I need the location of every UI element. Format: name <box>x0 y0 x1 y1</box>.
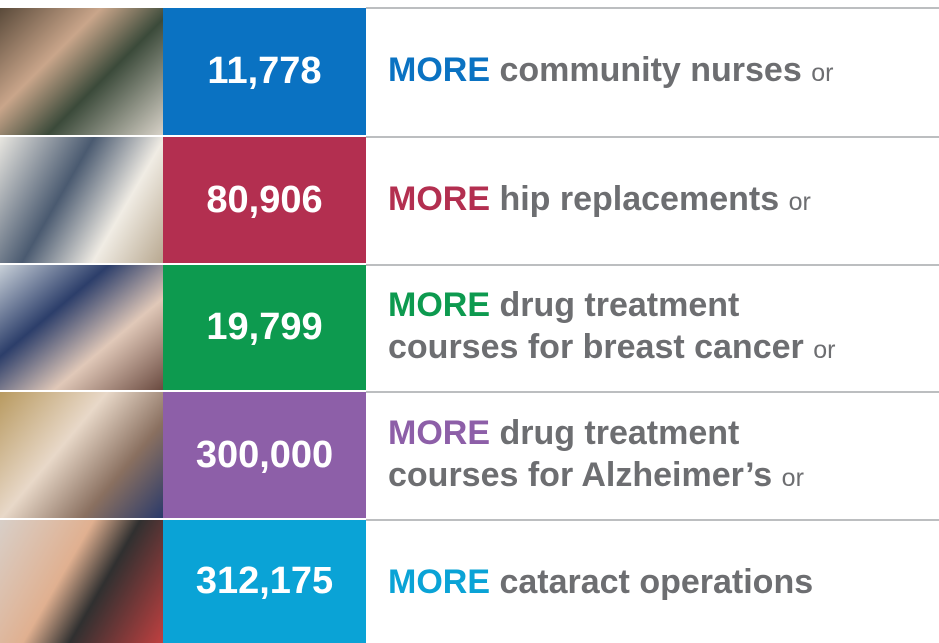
description-line: MORE cataract operations <box>388 561 936 603</box>
row: 11,778 MORE community nurses or <box>0 8 939 135</box>
more-label: MORE <box>388 414 490 452</box>
more-label: MORE <box>388 563 490 601</box>
description-line: MORE drug treatment <box>388 412 936 454</box>
number-box: 312,175 <box>163 520 366 643</box>
separator <box>366 519 939 521</box>
photo <box>0 392 163 518</box>
description-line: courses for Alzheimer’s or <box>388 454 936 499</box>
row: 312,175 MORE cataract operations <box>0 520 939 643</box>
or-label: or <box>789 188 811 216</box>
number-box: 19,799 <box>163 265 366 390</box>
description-text: drug treatment <box>499 286 739 324</box>
or-label: or <box>811 59 833 87</box>
photo <box>0 8 163 135</box>
description-text: community nurses <box>499 51 801 89</box>
description: MORE hip replacements or <box>388 137 936 263</box>
description-text: drug treatment <box>499 414 739 452</box>
more-label: MORE <box>388 286 490 324</box>
photo <box>0 520 163 643</box>
separator <box>366 391 939 393</box>
row: 80,906 MORE hip replacements or <box>0 137 939 263</box>
number-box: 300,000 <box>163 392 366 518</box>
number-box: 80,906 <box>163 137 366 263</box>
or-label: or <box>813 336 835 364</box>
photo <box>0 265 163 390</box>
separator <box>366 7 939 9</box>
photo <box>0 137 163 263</box>
separator <box>366 136 939 138</box>
description-text: courses for breast cancer <box>388 328 804 366</box>
description-line: courses for breast cancer or <box>388 326 936 371</box>
description: MORE community nurses or <box>388 8 936 135</box>
description-text: hip replacements <box>499 180 779 218</box>
or-label: or <box>782 464 804 492</box>
number-box: 11,778 <box>163 8 366 135</box>
infographic: 11,778MORE community nurses or80,906MORE… <box>0 0 939 643</box>
more-label: MORE <box>388 51 490 89</box>
separator <box>366 264 939 266</box>
description-line: MORE community nurses or <box>388 49 936 94</box>
description-line: MORE drug treatment <box>388 284 936 326</box>
description-line: MORE hip replacements or <box>388 178 936 223</box>
description: MORE cataract operations <box>388 520 936 643</box>
description-text: cataract operations <box>499 563 813 601</box>
more-label: MORE <box>388 180 490 218</box>
description-text: courses for Alzheimer’s <box>388 456 772 494</box>
